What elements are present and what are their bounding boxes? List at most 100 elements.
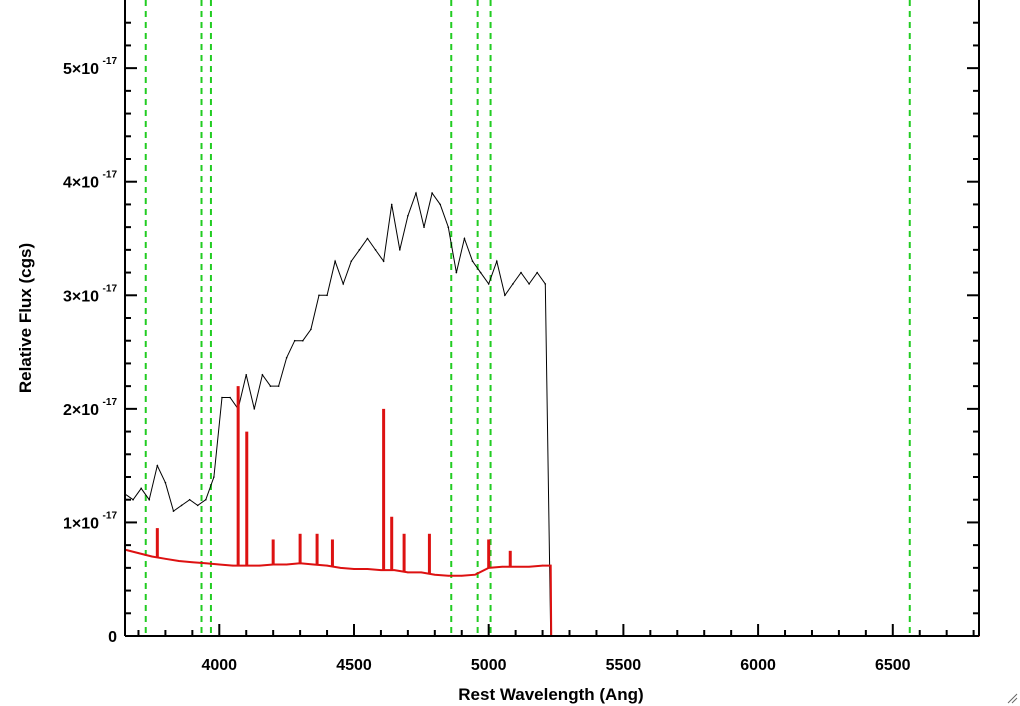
x-tick-label: 6500 xyxy=(875,657,911,674)
series-1-point xyxy=(541,564,544,567)
x-axis-title: Rest Wavelength (Ang) xyxy=(458,685,643,704)
series-1-point xyxy=(501,565,503,568)
series-layer xyxy=(124,191,980,637)
series-line-0 xyxy=(124,191,552,637)
series-0-point xyxy=(180,504,183,507)
series-1-point xyxy=(353,568,355,570)
series-1-point xyxy=(339,567,342,569)
series-0-point xyxy=(172,510,175,512)
series-0-point xyxy=(366,237,369,240)
series-1-point xyxy=(178,560,180,562)
series-0-point xyxy=(310,328,312,331)
series-1-point xyxy=(164,557,167,560)
series-1-point xyxy=(285,563,288,566)
series-0-point xyxy=(148,498,151,501)
series-1-point xyxy=(205,562,207,565)
ticks: 4000 4500 5000 5500 6000 6500 0 1×10 -17 2×10 -17 3… xyxy=(63,21,979,674)
series-0-point xyxy=(342,283,345,285)
y-tick-exponent: -17 xyxy=(103,397,118,408)
series-0-point xyxy=(285,356,288,359)
series-0-point xyxy=(164,481,167,484)
series-1-point xyxy=(447,575,450,577)
vertical-marker-lines xyxy=(144,0,911,636)
series-0-point xyxy=(447,226,450,228)
series-0-point xyxy=(269,385,272,387)
series-0-point xyxy=(196,504,199,507)
x-tick-label: 6000 xyxy=(740,657,776,674)
series-0-point xyxy=(471,260,474,263)
series-0-point xyxy=(415,192,417,194)
x-tick-label: 4500 xyxy=(336,657,372,674)
series-1-point xyxy=(326,564,328,567)
series-0-point xyxy=(205,498,207,501)
series-0-point xyxy=(407,214,409,217)
series-0-point xyxy=(229,396,231,399)
series-0-point xyxy=(318,294,320,297)
y-tick-label: 0 xyxy=(108,629,117,646)
series-1-point xyxy=(460,575,463,577)
series-0-point xyxy=(431,192,433,194)
series-1-point xyxy=(514,565,517,568)
series-1 xyxy=(124,548,980,637)
y-tick-exponent: -17 xyxy=(103,56,118,67)
series-0-point xyxy=(188,498,191,501)
series-0-point xyxy=(390,203,393,206)
y-tick-exponent: -17 xyxy=(103,170,118,181)
series-0-point xyxy=(528,283,530,285)
series-0-point xyxy=(350,260,353,263)
series-0-point xyxy=(544,283,547,285)
x-tick-label: 5000 xyxy=(471,657,507,674)
series-0-point xyxy=(520,271,522,274)
series-1-point xyxy=(393,569,396,571)
series-0-point xyxy=(512,283,514,285)
series-0-point xyxy=(140,487,142,490)
series-0-point xyxy=(358,249,361,251)
y-tick-label: 5×10 xyxy=(63,61,99,78)
axes xyxy=(124,0,980,637)
series-0-point xyxy=(334,260,336,263)
series-0-point xyxy=(398,249,401,251)
series-0-point xyxy=(302,339,304,342)
series-0 xyxy=(124,191,552,637)
series-1-point xyxy=(191,561,194,563)
y-tick-label: 2×10 xyxy=(63,402,99,419)
series-0-point xyxy=(156,464,159,467)
series-1-point xyxy=(528,565,530,568)
series-0-point xyxy=(132,498,134,501)
series-1-point xyxy=(231,564,234,567)
series-0-point xyxy=(277,385,280,387)
series-1-point xyxy=(312,563,315,566)
y-tick-label: 3×10 xyxy=(63,288,99,305)
series-0-point xyxy=(213,476,215,478)
series-1-point xyxy=(407,571,409,574)
resize-grip-icon[interactable] xyxy=(1006,692,1018,704)
series-1-point xyxy=(151,555,153,558)
series-1-point xyxy=(366,568,369,570)
x-tick-label: 5500 xyxy=(606,657,642,674)
x-tick-label: 4000 xyxy=(201,657,237,674)
y-tick-exponent: -17 xyxy=(103,510,118,521)
y-tick-label: 4×10 xyxy=(63,175,99,192)
series-0-point xyxy=(495,260,498,263)
series-0-point xyxy=(479,271,482,274)
series-0-point xyxy=(455,271,458,274)
series-0-point xyxy=(293,339,296,342)
series-1-point xyxy=(434,573,436,576)
y-tick-exponent: -17 xyxy=(103,283,118,294)
series-0-point xyxy=(439,203,441,206)
series-0-point xyxy=(326,294,328,297)
series-0-point xyxy=(463,237,466,240)
series-0-point xyxy=(221,396,223,399)
series-0-point xyxy=(423,226,425,228)
series-0-point xyxy=(487,283,490,285)
series-1-point xyxy=(218,563,221,566)
series-1-point xyxy=(420,571,423,574)
series-0-point xyxy=(504,294,506,297)
series-1-point xyxy=(380,569,382,571)
series-0-point xyxy=(245,373,248,376)
y-axis-title: Relative Flux (cgs) xyxy=(16,243,35,393)
series-1-point xyxy=(474,573,477,576)
series-0-point xyxy=(374,249,377,251)
series-1-point xyxy=(258,564,261,567)
